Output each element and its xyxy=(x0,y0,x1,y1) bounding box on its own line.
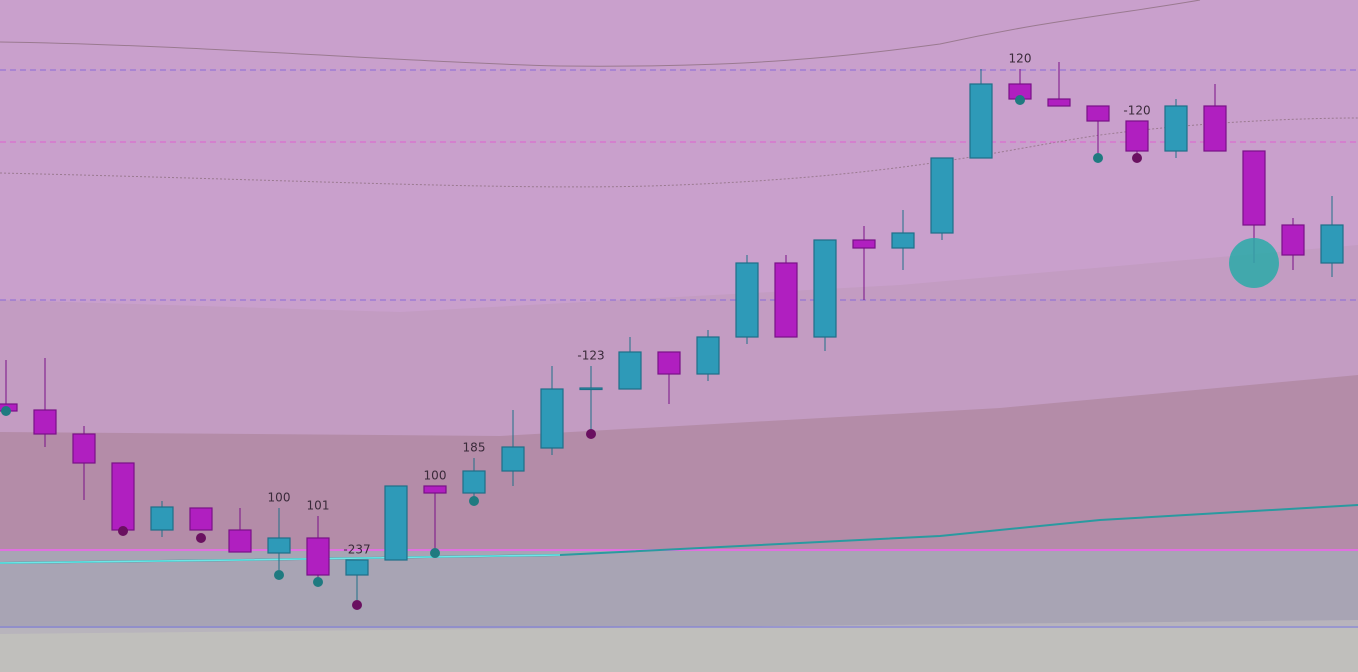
candle-body xyxy=(735,262,759,338)
candles: 100 101 -237 100 185 -123 120 -120 xyxy=(0,52,1344,610)
candle-body xyxy=(423,485,447,494)
candle-body xyxy=(774,262,798,338)
candle-body xyxy=(345,559,369,576)
candle-body xyxy=(384,485,408,561)
candle-body xyxy=(813,239,837,338)
candle-body xyxy=(540,388,564,449)
candle-label: -237 xyxy=(343,543,370,557)
candle-body xyxy=(1047,98,1071,107)
candle-label: -123 xyxy=(577,349,604,363)
candle-body xyxy=(33,409,57,435)
candle-body xyxy=(1164,105,1188,152)
signal-dot xyxy=(586,429,596,439)
candle-body xyxy=(969,83,993,159)
signal-dot xyxy=(274,570,284,580)
candle-body xyxy=(1320,224,1344,264)
candle-body xyxy=(1125,120,1149,152)
candle-body xyxy=(1203,105,1227,152)
candle-body xyxy=(306,537,330,576)
candle-label: 101 xyxy=(307,499,330,513)
candle-body xyxy=(267,537,291,554)
candle-label: 185 xyxy=(463,441,486,455)
candle-body xyxy=(579,387,603,391)
candle-body xyxy=(657,351,681,375)
candle-body xyxy=(111,462,135,531)
candle-body xyxy=(696,336,720,375)
candle-body xyxy=(228,529,252,553)
signal-dot xyxy=(1229,238,1279,288)
candle-body xyxy=(72,433,96,464)
candle-body xyxy=(1281,224,1305,256)
candle-body xyxy=(852,239,876,249)
trend-line xyxy=(0,117,1358,188)
band xyxy=(0,628,1358,672)
candle-body xyxy=(618,351,642,390)
trend-line xyxy=(0,0,1201,67)
candle-label: 100 xyxy=(424,469,447,483)
signal-dot xyxy=(1,406,11,416)
candle-body xyxy=(150,506,174,531)
signal-dot xyxy=(313,577,323,587)
signal-dot xyxy=(1132,153,1142,163)
signal-dot xyxy=(352,600,362,610)
candle-body xyxy=(501,446,525,472)
candle-body xyxy=(930,157,954,234)
band xyxy=(0,375,1358,550)
signal-dot xyxy=(1093,153,1103,163)
candle-body xyxy=(1242,150,1266,226)
trend-line xyxy=(0,554,561,564)
candle-body xyxy=(462,470,486,494)
signal-dot xyxy=(1015,95,1025,105)
candle-label: 100 xyxy=(268,491,291,505)
signal-dot xyxy=(430,548,440,558)
signal-dot xyxy=(118,526,128,536)
signal-dot xyxy=(196,533,206,543)
band xyxy=(0,550,1358,628)
candle-label: 120 xyxy=(1009,52,1032,66)
candle-body xyxy=(189,507,213,531)
signal-dot xyxy=(469,496,479,506)
candle-body xyxy=(891,232,915,249)
candle-body xyxy=(1086,105,1110,122)
candle-label: -120 xyxy=(1123,104,1150,118)
